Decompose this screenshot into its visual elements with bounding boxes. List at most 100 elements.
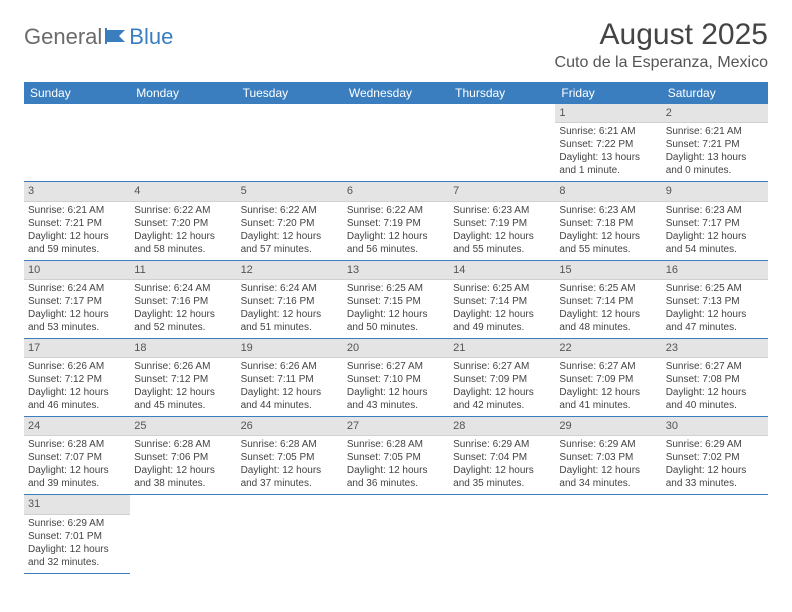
day-body: Sunrise: 6:21 AMSunset: 7:21 PMDaylight:… [662, 123, 768, 181]
daylight-line2: and 41 minutes. [559, 399, 657, 412]
sunrise-line: Sunrise: 6:24 AM [134, 282, 232, 295]
sunrise-line: Sunrise: 6:25 AM [666, 282, 764, 295]
day-number: 15 [555, 261, 661, 280]
sunset-line: Sunset: 7:10 PM [347, 373, 445, 386]
daylight-line2: and 54 minutes. [666, 243, 764, 256]
sunrise-line: Sunrise: 6:28 AM [134, 438, 232, 451]
day-number: 3 [24, 182, 130, 201]
week-row: 17Sunrise: 6:26 AMSunset: 7:12 PMDayligh… [24, 339, 768, 417]
sunrise-line: Sunrise: 6:23 AM [453, 204, 551, 217]
daylight-line2: and 59 minutes. [28, 243, 126, 256]
empty-cell [662, 495, 768, 573]
day-body: Sunrise: 6:25 AMSunset: 7:14 PMDaylight:… [555, 280, 661, 338]
empty-cell [343, 495, 449, 573]
daylight-line1: Daylight: 12 hours [347, 386, 445, 399]
week-row: 1Sunrise: 6:21 AMSunset: 7:22 PMDaylight… [24, 104, 768, 182]
day-cell: 24Sunrise: 6:28 AMSunset: 7:07 PMDayligh… [24, 417, 130, 494]
daylight-line1: Daylight: 12 hours [134, 386, 232, 399]
flag-icon [105, 28, 127, 44]
dayhead-wed: Wednesday [343, 82, 449, 104]
sunrise-line: Sunrise: 6:29 AM [28, 517, 126, 530]
dayhead-mon: Monday [130, 82, 236, 104]
daylight-line1: Daylight: 12 hours [666, 386, 764, 399]
sunset-line: Sunset: 7:17 PM [28, 295, 126, 308]
day-cell: 27Sunrise: 6:28 AMSunset: 7:05 PMDayligh… [343, 417, 449, 494]
empty-cell [449, 495, 555, 573]
daylight-line2: and 47 minutes. [666, 321, 764, 334]
day-number: 14 [449, 261, 555, 280]
daylight-line1: Daylight: 13 hours [666, 151, 764, 164]
day-cell: 2Sunrise: 6:21 AMSunset: 7:21 PMDaylight… [662, 104, 768, 181]
week-row: 3Sunrise: 6:21 AMSunset: 7:21 PMDaylight… [24, 182, 768, 260]
day-body: Sunrise: 6:22 AMSunset: 7:20 PMDaylight:… [130, 202, 236, 260]
daylight-line1: Daylight: 12 hours [28, 386, 126, 399]
day-cell: 23Sunrise: 6:27 AMSunset: 7:08 PMDayligh… [662, 339, 768, 416]
day-number: 13 [343, 261, 449, 280]
daylight-line2: and 37 minutes. [241, 477, 339, 490]
daylight-line2: and 46 minutes. [28, 399, 126, 412]
daylight-line1: Daylight: 12 hours [28, 308, 126, 321]
daylight-line2: and 55 minutes. [559, 243, 657, 256]
sunrise-line: Sunrise: 6:27 AM [453, 360, 551, 373]
daylight-line2: and 50 minutes. [347, 321, 445, 334]
logo-part2: Blue [129, 24, 173, 50]
day-body: Sunrise: 6:23 AMSunset: 7:18 PMDaylight:… [555, 202, 661, 260]
day-body: Sunrise: 6:22 AMSunset: 7:19 PMDaylight:… [343, 202, 449, 260]
day-number: 22 [555, 339, 661, 358]
sunrise-line: Sunrise: 6:29 AM [453, 438, 551, 451]
daylight-line1: Daylight: 12 hours [559, 464, 657, 477]
day-header-row: Sunday Monday Tuesday Wednesday Thursday… [24, 82, 768, 104]
daylight-line1: Daylight: 12 hours [559, 230, 657, 243]
month-title: August 2025 [555, 18, 768, 52]
sunset-line: Sunset: 7:16 PM [241, 295, 339, 308]
day-number: 4 [130, 182, 236, 201]
header: General Blue August 2025 Cuto de la Espe… [24, 18, 768, 72]
day-cell: 19Sunrise: 6:26 AMSunset: 7:11 PMDayligh… [237, 339, 343, 416]
sunrise-line: Sunrise: 6:21 AM [666, 125, 764, 138]
day-cell: 22Sunrise: 6:27 AMSunset: 7:09 PMDayligh… [555, 339, 661, 416]
daylight-line1: Daylight: 12 hours [241, 308, 339, 321]
daylight-line2: and 32 minutes. [28, 556, 126, 569]
day-number: 6 [343, 182, 449, 201]
empty-cell [343, 104, 449, 181]
sunset-line: Sunset: 7:13 PM [666, 295, 764, 308]
daylight-line2: and 57 minutes. [241, 243, 339, 256]
daylight-line2: and 45 minutes. [134, 399, 232, 412]
week-row: 31Sunrise: 6:29 AMSunset: 7:01 PMDayligh… [24, 495, 768, 573]
daylight-line2: and 53 minutes. [28, 321, 126, 334]
day-cell: 3Sunrise: 6:21 AMSunset: 7:21 PMDaylight… [24, 182, 130, 259]
daylight-line2: and 58 minutes. [134, 243, 232, 256]
sunrise-line: Sunrise: 6:29 AM [559, 438, 657, 451]
day-body: Sunrise: 6:28 AMSunset: 7:05 PMDaylight:… [343, 436, 449, 494]
day-cell: 16Sunrise: 6:25 AMSunset: 7:13 PMDayligh… [662, 261, 768, 338]
daylight-line1: Daylight: 12 hours [241, 230, 339, 243]
calendar: Sunday Monday Tuesday Wednesday Thursday… [24, 82, 768, 574]
daylight-line2: and 38 minutes. [134, 477, 232, 490]
daylight-line1: Daylight: 12 hours [559, 386, 657, 399]
day-cell: 6Sunrise: 6:22 AMSunset: 7:19 PMDaylight… [343, 182, 449, 259]
day-number: 21 [449, 339, 555, 358]
day-number: 30 [662, 417, 768, 436]
sunset-line: Sunset: 7:14 PM [559, 295, 657, 308]
sunset-line: Sunset: 7:18 PM [559, 217, 657, 230]
day-body: Sunrise: 6:28 AMSunset: 7:05 PMDaylight:… [237, 436, 343, 494]
day-body: Sunrise: 6:27 AMSunset: 7:09 PMDaylight:… [449, 358, 555, 416]
daylight-line2: and 40 minutes. [666, 399, 764, 412]
daylight-line1: Daylight: 12 hours [241, 386, 339, 399]
sunrise-line: Sunrise: 6:26 AM [134, 360, 232, 373]
day-cell: 30Sunrise: 6:29 AMSunset: 7:02 PMDayligh… [662, 417, 768, 494]
sunrise-line: Sunrise: 6:23 AM [559, 204, 657, 217]
sunset-line: Sunset: 7:19 PM [347, 217, 445, 230]
day-number: 9 [662, 182, 768, 201]
dayhead-fri: Friday [555, 82, 661, 104]
sunset-line: Sunset: 7:17 PM [666, 217, 764, 230]
sunset-line: Sunset: 7:02 PM [666, 451, 764, 464]
day-body: Sunrise: 6:21 AMSunset: 7:21 PMDaylight:… [24, 202, 130, 260]
day-body: Sunrise: 6:25 AMSunset: 7:13 PMDaylight:… [662, 280, 768, 338]
daylight-line1: Daylight: 13 hours [559, 151, 657, 164]
sunrise-line: Sunrise: 6:22 AM [347, 204, 445, 217]
day-number: 19 [237, 339, 343, 358]
sunset-line: Sunset: 7:20 PM [241, 217, 339, 230]
sunset-line: Sunset: 7:19 PM [453, 217, 551, 230]
daylight-line1: Daylight: 12 hours [28, 230, 126, 243]
